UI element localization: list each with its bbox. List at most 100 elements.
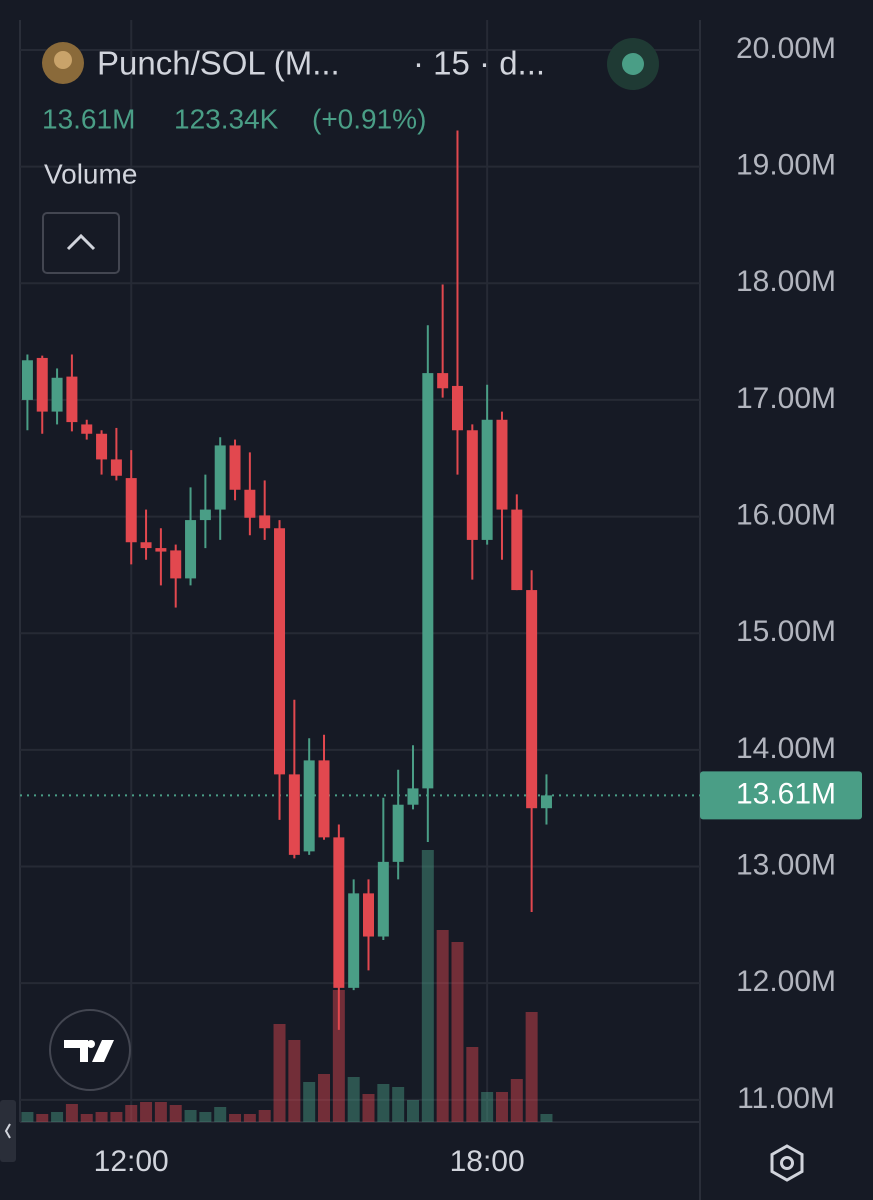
y-tick-label: 11.00M [737,1082,835,1115]
candle-body [526,590,538,809]
candle-body [259,515,271,529]
candle-body [540,795,552,809]
candle-body [125,478,137,543]
price: 13.61M [42,103,135,134]
y-tick-label: 18.00M [736,265,836,298]
candle-body [451,385,463,431]
candle-body [511,509,523,591]
volume-bar [95,1112,108,1122]
x-tick-label: 12:00 [94,1145,169,1178]
y-tick-label: 20.00M [736,32,836,65]
last-price-label: 13.61M [736,777,836,810]
volume-bar [318,1074,331,1122]
candle-body [66,376,78,423]
volume-bar [258,1110,271,1122]
candle-body [51,377,63,412]
candle-body [303,760,315,852]
candle-body [36,357,48,412]
candle-body [244,489,256,518]
chevron-icon [66,233,96,251]
volume-bar [332,990,345,1122]
volume-bar [125,1105,138,1122]
volume-bar [303,1082,316,1122]
candle-body [140,542,152,549]
change-pct: (+0.91%) [312,103,426,134]
volume-bar [495,1092,508,1122]
volume-bar [36,1114,49,1122]
volume-bar [451,942,464,1122]
y-tick-label: 17.00M [736,382,836,415]
candle-body [481,419,493,540]
volume-bar [421,850,434,1122]
candle-body [466,430,478,540]
side-tab[interactable] [0,1100,16,1162]
plot [20,20,700,1122]
volume-bar [466,1047,479,1122]
volume-bar [154,1102,167,1122]
volume-bar [199,1112,212,1122]
candle-body [363,893,375,937]
volume-bar [169,1105,182,1122]
volume-bar [392,1087,405,1122]
volume-bar [80,1114,93,1122]
indicator-label: Volume [44,158,137,189]
volume-bar [540,1114,553,1122]
y-tick-label: 19.00M [736,149,836,182]
volume-bar [51,1112,64,1122]
candle-body [199,509,211,521]
candle-body [229,445,241,490]
side-tab-icon [4,1123,11,1139]
volume-bar [184,1110,197,1122]
logo-button[interactable] [49,1009,131,1091]
candle-body [81,424,93,434]
candle-body [155,548,167,552]
candle-body [392,804,404,862]
collapse-button[interactable] [42,212,120,274]
volume-bar [140,1102,153,1122]
candle-body [348,893,360,988]
volume-bar [214,1107,227,1122]
volume-bar [65,1104,78,1122]
token-avatar [54,51,72,69]
candle-body [318,760,330,838]
candle-body [185,520,197,579]
candle-body [422,373,434,789]
candle-body [437,373,449,389]
volume-bar [362,1094,375,1122]
y-tick-label: 15.00M [736,615,836,648]
volume-bar [273,1024,286,1122]
settings-icon[interactable] [770,1144,804,1182]
candle-body [407,788,419,805]
volume-bar [406,1100,419,1122]
change: 123.34K [174,103,279,134]
candle-body [110,459,122,476]
logo-icon [87,1040,95,1048]
status-dot [622,53,644,75]
candle-body [96,433,108,460]
symbol-title: Punch/SOL (M... [97,45,340,82]
candle-body [288,774,300,855]
volume-bar [347,1077,360,1122]
last-price-tag [700,771,862,820]
volume-bar [229,1114,242,1122]
candle-body [170,550,182,579]
candle-body [377,861,389,937]
interval: · 15 · d... [413,45,545,82]
candle-body [274,528,286,775]
logo-icon [64,1040,114,1062]
volume-bar [377,1084,390,1122]
volume-bar [525,1012,538,1122]
candle-body [333,837,345,988]
volume-bar [288,1040,301,1122]
volume-bar [510,1079,523,1122]
y-tick-label: 14.00M [736,732,836,765]
candle-body [496,419,508,510]
candle-body [21,360,33,400]
volume-bar [21,1112,34,1122]
volume-bar [110,1112,123,1122]
volume-bar [436,930,449,1122]
x-tick-label: 18:00 [450,1145,525,1178]
y-tick-label: 13.00M [736,848,836,881]
